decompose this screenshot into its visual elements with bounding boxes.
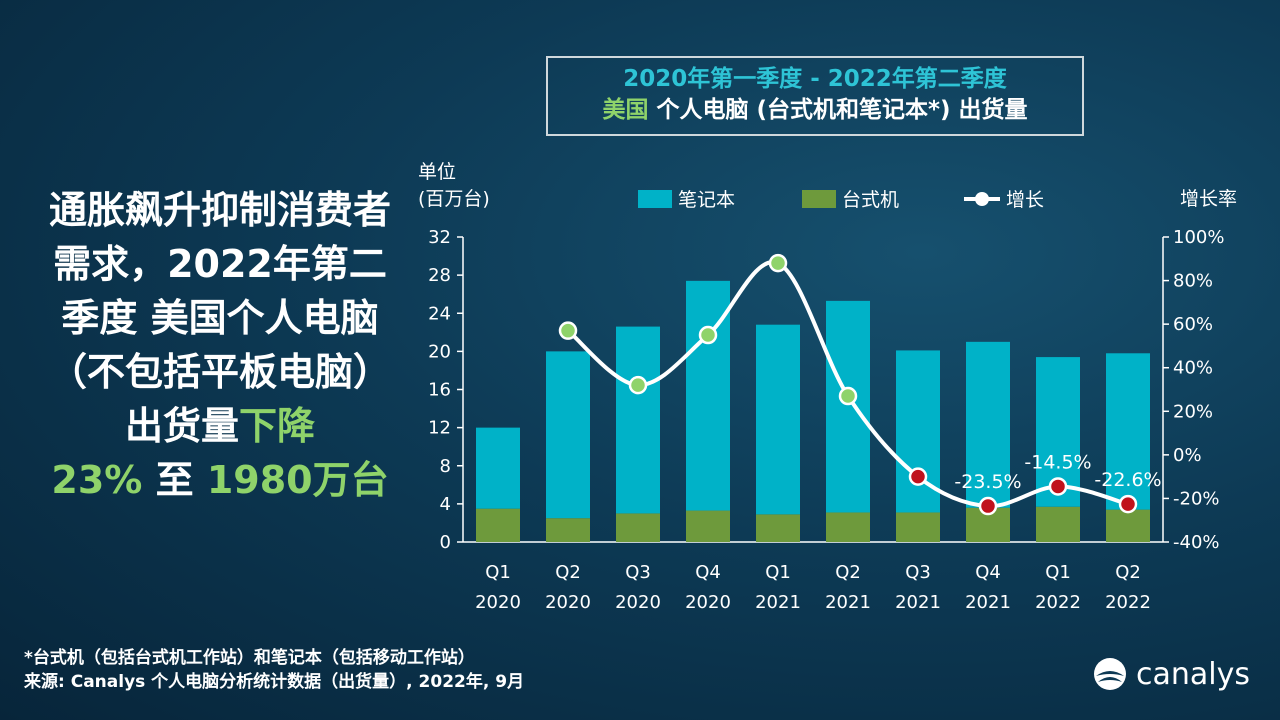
growth-point <box>1118 494 1138 514</box>
y-right-tick-label: 20% <box>1173 401 1213 422</box>
y-left-tick-label: 4 <box>440 494 451 515</box>
growth-data-label: -14.5% <box>1024 451 1091 473</box>
headline-to: 至 <box>142 458 207 502</box>
footnote-source: 来源: Canalys 个人电脑分析统计数据（出货量）, 2022年, 9月 <box>24 672 525 692</box>
bar-desktop <box>1106 509 1150 542</box>
x-tick-label-year: 2020 <box>685 592 731 613</box>
legend-label-growth: 增长 <box>1006 189 1044 211</box>
growth-point <box>698 325 718 345</box>
y-left-axis-title-line2: (百万台) <box>418 188 490 210</box>
canalys-logo-icon <box>1094 658 1126 690</box>
headline-percent: 23% <box>51 458 143 502</box>
x-tick-label-quarter: Q1 <box>485 562 511 583</box>
y-left-tick-label: 16 <box>428 380 451 401</box>
bar-notebook <box>546 351 590 519</box>
title-subject-text: 个人电脑 (台式机和笔记本*) 出货量 <box>648 97 1028 123</box>
bar-desktop <box>686 510 730 542</box>
y-left-tick-label: 32 <box>428 227 451 248</box>
growth-point <box>558 321 578 340</box>
y-right-axis-title: 增长率 <box>1180 188 1237 210</box>
x-tick-label-year: 2020 <box>545 592 591 613</box>
chart-title-box: 2020年第一季度 - 2022年第二季度 美国 个人电脑 (台式机和笔记本*)… <box>546 56 1084 136</box>
bar-desktop <box>1036 506 1080 542</box>
legend-label-desktop: 台式机 <box>842 189 899 211</box>
growth-point <box>908 467 928 486</box>
x-tick-label-year: 2021 <box>895 592 941 613</box>
x-tick-label-quarter: Q2 <box>555 562 581 583</box>
x-tick-label-quarter: Q3 <box>625 562 651 583</box>
legend-label-notebook: 笔记本 <box>678 189 735 211</box>
y-left-tick-label: 24 <box>428 303 451 324</box>
bar-notebook <box>756 324 800 515</box>
y-left-tick-label: 8 <box>440 456 451 477</box>
x-tick-label-year: 2021 <box>825 592 871 613</box>
bar-desktop <box>826 512 870 542</box>
headline: 通胀飙升抑制消费者需求，2022年第二季度 美国个人电脑（不包括平板电脑）出货量… <box>40 183 400 507</box>
x-tick-label-quarter: Q1 <box>1045 562 1071 583</box>
growth-data-label: -23.5% <box>954 471 1021 493</box>
bar-notebook <box>966 341 1010 508</box>
headline-decline: 下降 <box>239 404 316 448</box>
footnote: *台式机（包括台式机工作站）和笔记本（包括移动工作站） 来源: Canalys … <box>24 646 524 694</box>
x-tick-label-quarter: Q4 <box>975 562 1001 583</box>
x-tick-label-year: 2021 <box>965 592 1011 613</box>
bar-notebook <box>826 300 870 513</box>
bar-desktop <box>616 513 660 542</box>
bar-notebook <box>616 326 660 514</box>
x-tick-label-quarter: Q1 <box>765 562 791 583</box>
growth-point <box>1048 477 1068 496</box>
footnote-definition: *台式机（包括台式机工作站）和笔记本（包括移动工作站） <box>24 648 475 668</box>
y-left-tick-label: 0 <box>440 532 451 553</box>
bar-desktop <box>476 508 520 542</box>
x-tick-label-quarter: Q3 <box>905 562 931 583</box>
bar-notebook <box>1106 353 1150 510</box>
bar-desktop <box>896 512 940 542</box>
x-tick-label-quarter: Q2 <box>835 562 861 583</box>
y-right-tick-label: 60% <box>1173 314 1213 335</box>
x-tick-label-quarter: Q4 <box>695 562 721 583</box>
bar-notebook <box>476 427 520 509</box>
headline-units: 1980万台 <box>206 458 389 502</box>
growth-data-label: -22.6% <box>1094 469 1161 491</box>
legend-swatch-notebook <box>638 190 672 208</box>
growth-point <box>628 375 648 395</box>
x-tick-label-quarter: Q2 <box>1115 562 1141 583</box>
growth-point <box>978 496 998 516</box>
y-right-tick-label: -40% <box>1173 532 1220 553</box>
bar-desktop <box>756 514 800 542</box>
canalys-logo: canalys <box>1092 656 1250 692</box>
y-left-tick-label: 12 <box>428 418 451 439</box>
bar-desktop <box>546 518 590 542</box>
headline-text: 通胀飙升抑制消费者需求，2022年第二季度 美国个人电脑（不包括平板电脑）出货量 <box>48 188 391 448</box>
y-right-tick-label: 100% <box>1173 227 1224 248</box>
legend-marker-growth <box>975 192 989 206</box>
x-tick-label-year: 2020 <box>615 592 661 613</box>
y-left-tick-label: 28 <box>428 265 451 286</box>
x-tick-label-year: 2020 <box>475 592 521 613</box>
y-right-tick-label: 0% <box>1173 445 1202 466</box>
y-left-tick-label: 20 <box>428 341 451 362</box>
chart-title-period: 2020年第一季度 - 2022年第二季度 <box>623 66 1007 92</box>
x-tick-label-year: 2021 <box>755 592 801 613</box>
legend-swatch-desktop <box>802 190 836 208</box>
canalys-logo-text: canalys <box>1136 656 1250 692</box>
y-right-tick-label: -20% <box>1173 488 1220 509</box>
y-left-axis-title-line1: 单位 <box>418 161 456 183</box>
x-tick-label-year: 2022 <box>1105 592 1151 613</box>
x-tick-label-year: 2022 <box>1035 592 1081 613</box>
y-right-tick-label: 80% <box>1173 271 1213 292</box>
shipments-chart: 0 4 8 12 16 20 24 28 32 -40% -20% 0% 20% 40% 60% 80% 100… <box>418 161 1237 613</box>
chart-title-subject: 美国 个人电脑 (台式机和笔记本*) 出货量 <box>548 94 1082 126</box>
growth-line <box>566 260 1129 509</box>
y-right-tick-label: 40% <box>1173 358 1213 379</box>
growth-point <box>768 253 788 273</box>
growth-point <box>838 386 858 406</box>
title-country: 美国 <box>602 97 649 123</box>
